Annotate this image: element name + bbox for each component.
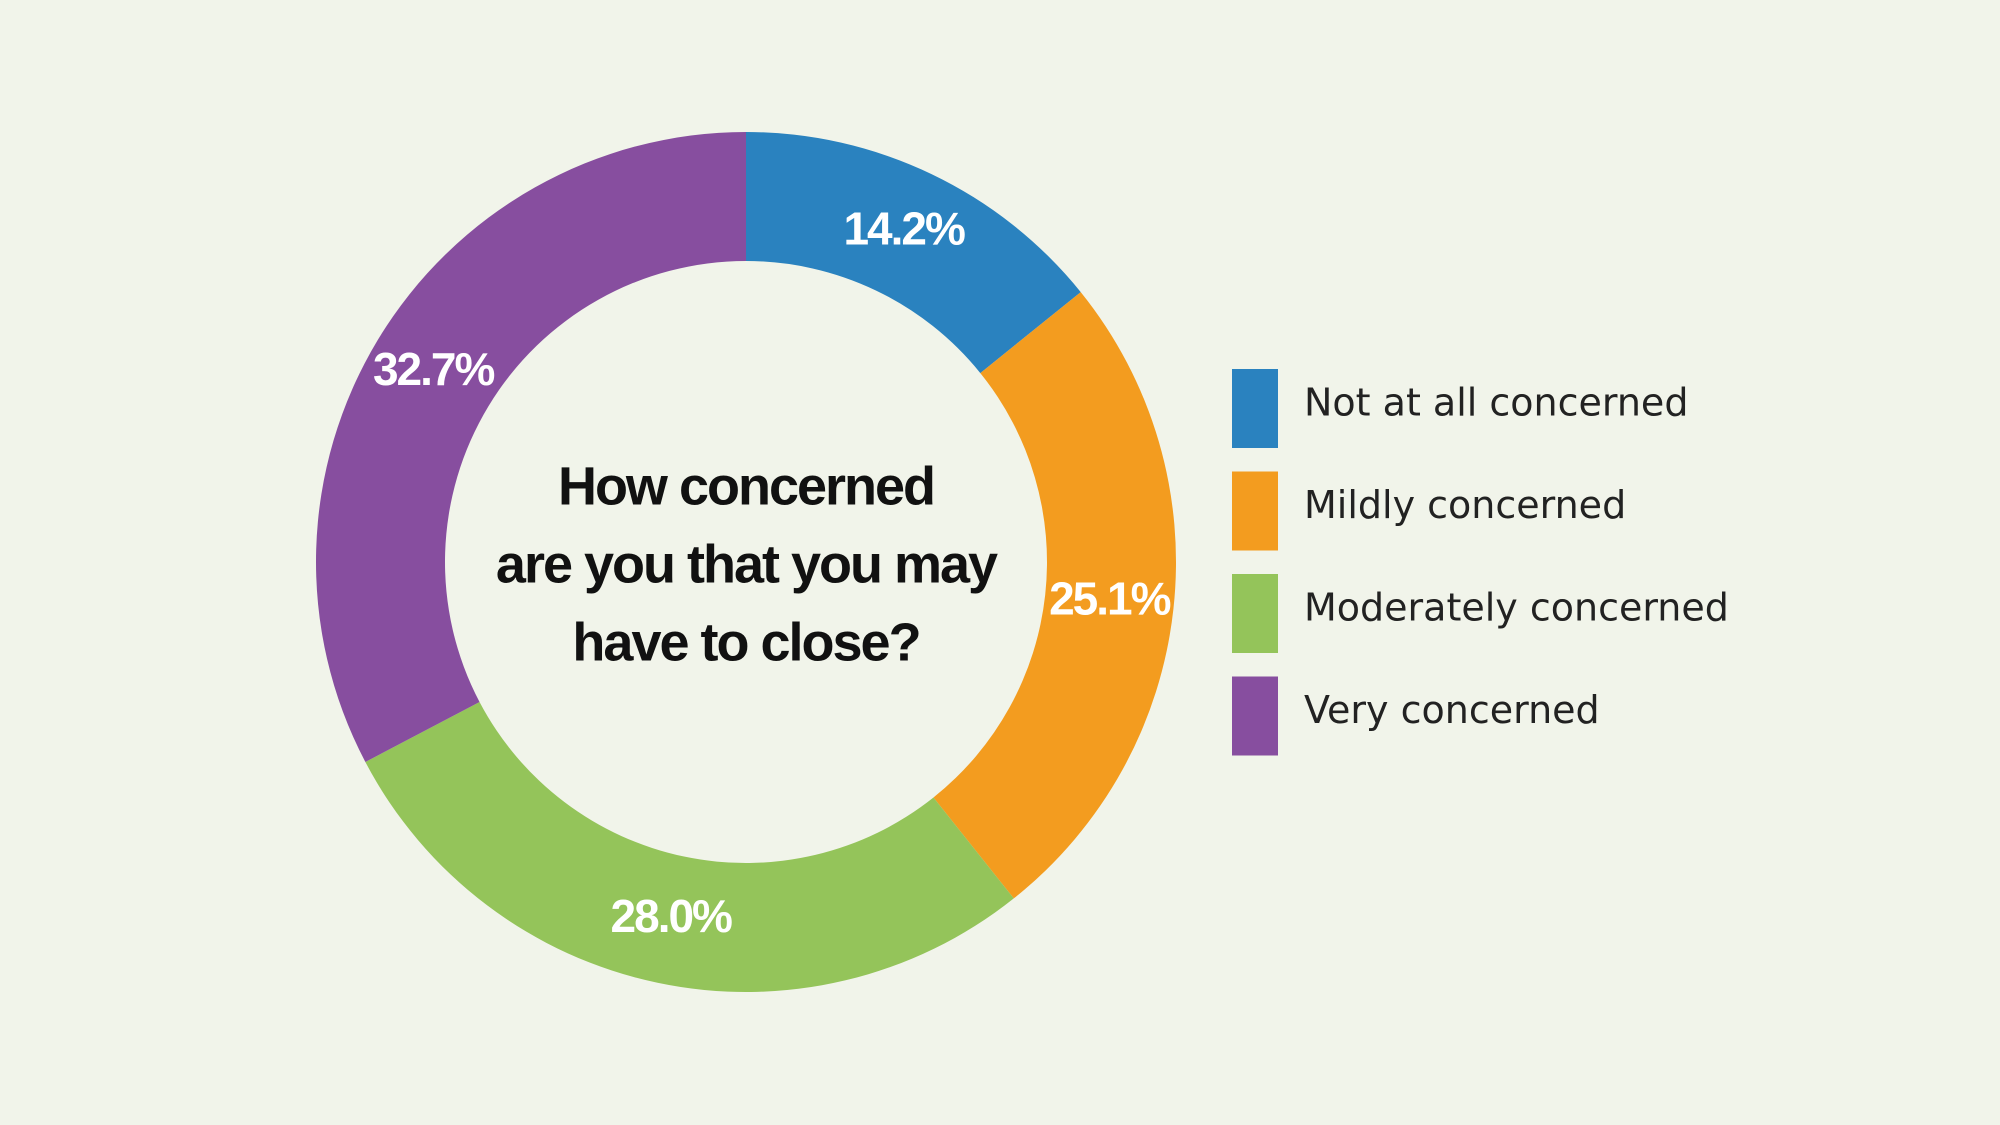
donut-slice — [365, 702, 1014, 993]
chart-title: are you that you may — [496, 534, 998, 594]
value-label: 32.7% — [373, 343, 495, 395]
value-label: 14.2% — [843, 202, 965, 254]
legend-swatch — [1232, 369, 1278, 448]
legend-label: Moderately concerned — [1304, 586, 1729, 630]
donut-slice — [746, 132, 1081, 374]
legend-swatch — [1232, 676, 1278, 756]
legend-label: Very concerned — [1304, 688, 1600, 732]
chart-title: How concerned — [558, 456, 934, 516]
legend-swatch — [1232, 471, 1278, 551]
legend-label: Not at all concerned — [1304, 381, 1688, 425]
legend-label: Mildly concerned — [1304, 483, 1626, 527]
donut-slice — [933, 292, 1176, 899]
donut-slice — [315, 132, 746, 763]
value-label: 28.0% — [611, 890, 733, 942]
value-label: 25.1% — [1049, 572, 1171, 624]
legend-swatch — [1232, 574, 1278, 653]
chart-title: have to close? — [572, 612, 919, 672]
